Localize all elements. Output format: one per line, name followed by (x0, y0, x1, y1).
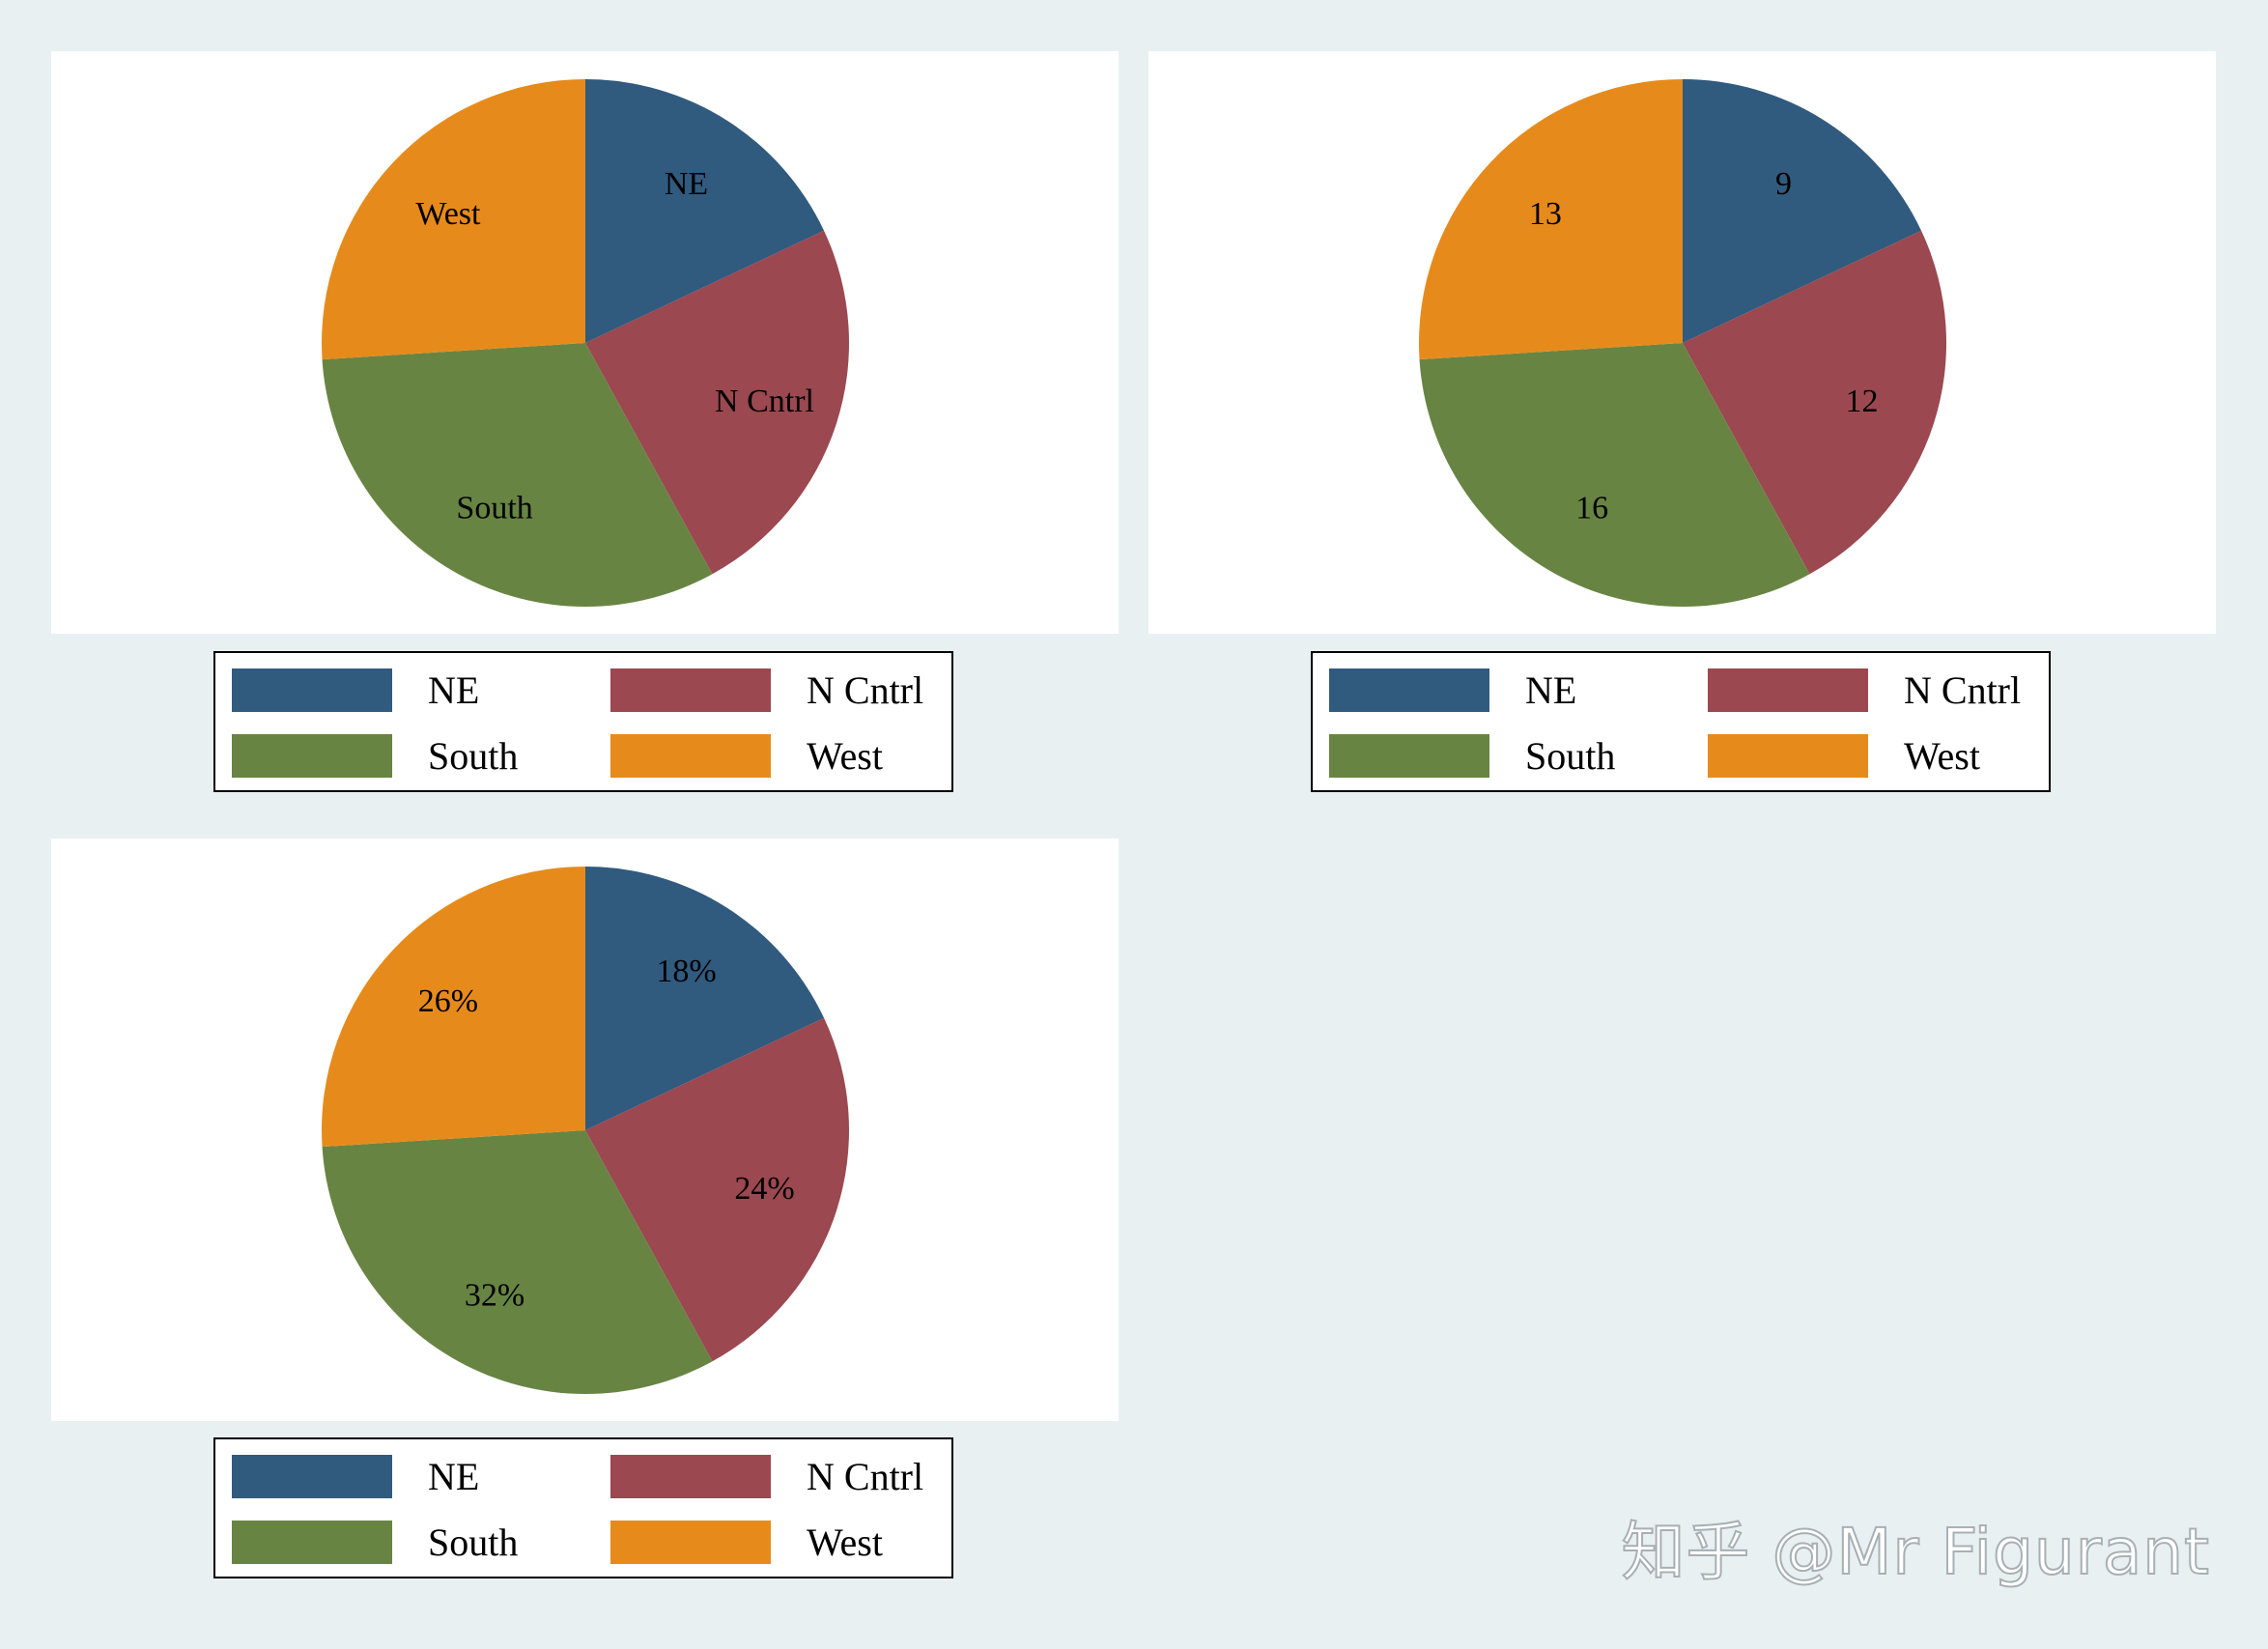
pie-slice-south (1419, 343, 1810, 607)
legend-label-n-cntrl: N Cntrl (807, 1455, 924, 1498)
legend-label-west: West (807, 734, 883, 778)
legend-swatch-west (1708, 734, 1868, 778)
legend-swatch-south (232, 734, 392, 778)
watermark-text: 知乎 @Mr Figurant (1620, 1514, 2210, 1590)
legend-swatch-west (610, 1521, 771, 1564)
slice-label-ne: 9 (1775, 166, 1792, 202)
legend-swatch-ne (1329, 668, 1489, 712)
legend-swatch-south (232, 1521, 392, 1564)
legend-swatch-n-cntrl (1708, 668, 1868, 712)
pie-slice-ne (585, 79, 825, 343)
legend-swatch-south (1329, 734, 1489, 778)
pie-slice-ne (585, 867, 825, 1130)
legend-label-ne: NE (428, 1455, 480, 1498)
legend-swatch-n-cntrl (610, 668, 771, 712)
legend-label-ne: NE (1525, 668, 1577, 712)
pie-slice-west (322, 867, 585, 1148)
legend-1: NE N Cntrl South West (213, 651, 953, 792)
pie-slice-south (322, 1130, 713, 1394)
slice-label-south: South (456, 490, 532, 526)
pie-chart-2: 9 12 16 13 (1419, 79, 1947, 607)
legend-label-south: South (428, 1521, 519, 1564)
slice-label-ne: 18% (656, 953, 716, 989)
pie-slice-west (1419, 79, 1683, 360)
pie-panel-3: 18% 24% 32% 26% (51, 839, 1119, 1421)
slice-label-west: 13 (1529, 196, 1562, 232)
slice-label-west: 26% (418, 983, 478, 1019)
slice-label-west: West (415, 196, 481, 232)
pie-panel-1: NE N Cntrl South West (51, 51, 1119, 634)
pie-slice-ne (1683, 79, 1922, 343)
pie-slice-n-cntrl (585, 230, 850, 575)
legend-swatch-ne (232, 668, 392, 712)
slice-label-n-cntrl: 12 (1846, 384, 1879, 419)
legend-swatch-west (610, 734, 771, 778)
slice-label-n-cntrl: 24% (734, 1171, 794, 1207)
pie-slice-n-cntrl (1683, 230, 1947, 575)
legend-swatch-n-cntrl (610, 1455, 771, 1498)
pie-chart-3: 18% 24% 32% 26% (322, 867, 850, 1394)
legend-2: NE N Cntrl South West (1311, 651, 2051, 792)
pie-panel-2: 9 12 16 13 (1148, 51, 2216, 634)
legend-label-south: South (1525, 734, 1616, 778)
slice-label-south: 32% (465, 1277, 524, 1313)
legend-3: NE N Cntrl South West (213, 1437, 953, 1578)
pie-slice-n-cntrl (585, 1017, 850, 1362)
pie-slice-south (322, 343, 713, 607)
legend-label-ne: NE (428, 668, 480, 712)
legend-label-west: West (807, 1521, 883, 1564)
slice-label-south: 16 (1575, 490, 1608, 526)
pie-chart-1: NE N Cntrl South West (322, 79, 850, 607)
legend-label-south: South (428, 734, 519, 778)
legend-label-n-cntrl: N Cntrl (1904, 668, 2022, 712)
slice-label-n-cntrl: N Cntrl (715, 384, 814, 419)
legend-label-west: West (1904, 734, 1980, 778)
pie-slice-west (322, 79, 585, 360)
legend-label-n-cntrl: N Cntrl (807, 668, 924, 712)
slice-label-ne: NE (665, 166, 708, 202)
legend-swatch-ne (232, 1455, 392, 1498)
